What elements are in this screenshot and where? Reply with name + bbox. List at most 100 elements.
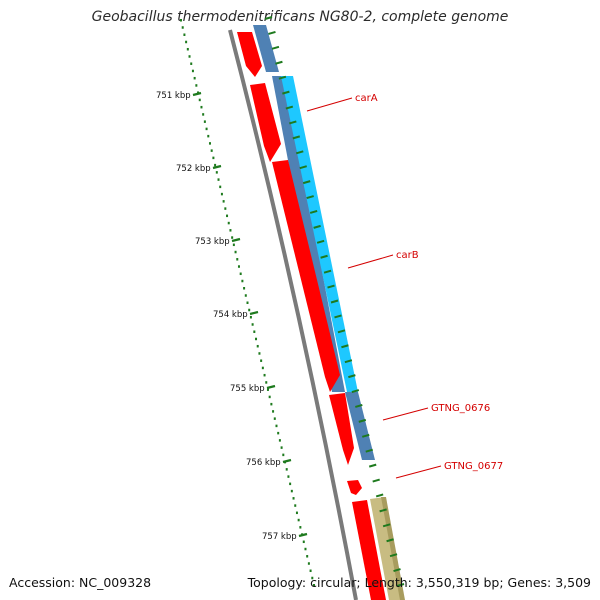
minor-tick xyxy=(237,265,240,268)
minor-tick xyxy=(214,163,217,167)
minor-tick xyxy=(372,478,380,483)
genome-summary-text: Topology: circular; Length: 3,550,319 bp… xyxy=(247,575,591,590)
minor-tick xyxy=(358,418,367,423)
minor-tick xyxy=(275,424,278,428)
cds-forward-next xyxy=(352,500,386,600)
minor-tick xyxy=(200,105,203,109)
minor-tick xyxy=(344,359,353,364)
minor-tick xyxy=(282,90,290,95)
operon-highlight xyxy=(281,76,358,392)
minor-tick xyxy=(222,200,225,203)
minor-tick xyxy=(316,239,325,244)
leader-GTNG-0677 xyxy=(395,465,442,479)
minor-tick xyxy=(289,120,297,125)
minor-tick xyxy=(268,395,271,399)
minor-tick xyxy=(258,352,261,355)
minor-tick xyxy=(195,84,198,87)
major-tick xyxy=(282,458,292,464)
minor-tick xyxy=(304,547,307,551)
minor-tick xyxy=(253,330,256,333)
minor-tick xyxy=(299,165,308,170)
minor-ticks-left xyxy=(180,19,315,587)
minor-tick xyxy=(265,381,268,384)
minor-tick xyxy=(379,508,387,513)
minor-tick xyxy=(271,45,280,50)
minor-tick xyxy=(220,192,223,196)
minor-tick xyxy=(313,584,315,587)
minor-tick xyxy=(264,16,273,20)
minor-tick xyxy=(309,210,318,214)
minor-tick xyxy=(355,403,363,408)
minor-tick xyxy=(256,344,259,348)
minor-tick xyxy=(243,287,246,290)
major-tick xyxy=(192,91,202,97)
major-ticks xyxy=(192,91,308,538)
minor-tick xyxy=(183,33,186,36)
minor-tick xyxy=(302,540,305,544)
tick-label-757: 757 kbp xyxy=(262,532,297,542)
major-tick xyxy=(231,237,241,243)
minor-tick xyxy=(272,410,275,413)
minor-tick xyxy=(375,493,384,498)
minor-tick xyxy=(280,446,283,449)
minor-tick xyxy=(277,431,280,435)
gene-label-carB: carB xyxy=(396,250,419,261)
minor-tick xyxy=(239,272,242,276)
major-tick xyxy=(249,310,259,316)
minor-tick xyxy=(282,453,285,457)
minor-tick xyxy=(261,366,264,370)
minor-tick xyxy=(302,180,311,185)
leader-carA xyxy=(306,97,353,112)
map-title: Geobacillus thermodenitrificans NG80-2, … xyxy=(91,9,509,25)
gene-label-GTNG-0677: GTNG_0677 xyxy=(444,461,503,472)
minor-tick xyxy=(290,489,293,493)
tick-label-751: 751 kbp xyxy=(156,91,191,101)
major-tick xyxy=(266,384,276,390)
minor-tick xyxy=(285,468,288,471)
tick-label-753: 753 kbp xyxy=(195,237,230,247)
minor-tick xyxy=(320,254,328,259)
minor-tick xyxy=(205,127,208,131)
minor-tick xyxy=(393,568,401,573)
gene-label-GTNG-0676: GTNG_0676 xyxy=(431,403,490,414)
minor-tick xyxy=(307,562,310,565)
leader-GTNG-0676 xyxy=(382,407,429,421)
minor-tick xyxy=(244,294,247,297)
minor-tick xyxy=(227,221,230,225)
minor-tick xyxy=(181,26,184,29)
minor-tick xyxy=(295,150,304,155)
minor-tick xyxy=(229,229,232,232)
minor-tick xyxy=(203,120,206,123)
minor-tick xyxy=(351,389,360,393)
minor-tick xyxy=(190,62,193,65)
minor-tick xyxy=(251,323,254,326)
minor-tick xyxy=(313,224,321,229)
minor-tick xyxy=(309,569,312,573)
minor-tick xyxy=(212,156,215,160)
minor-tick xyxy=(287,475,290,478)
cds-reverse-1 xyxy=(253,25,279,72)
minor-tick xyxy=(289,482,292,486)
tick-label-754: 754 kbp xyxy=(213,310,248,320)
minor-tick xyxy=(292,135,301,140)
minor-tick xyxy=(185,40,188,44)
minor-tick xyxy=(389,553,398,558)
minor-tick xyxy=(263,373,266,377)
minor-tick xyxy=(295,511,298,515)
cds-forward-GTNG-0676 xyxy=(329,393,354,465)
minor-tick xyxy=(210,149,213,152)
cds-reverse-2 xyxy=(272,76,345,392)
minor-tick xyxy=(207,134,210,138)
minor-tick xyxy=(217,178,220,181)
major-tick xyxy=(298,532,308,538)
minor-tick xyxy=(306,195,314,200)
minor-tick xyxy=(186,47,189,51)
minor-tick xyxy=(278,75,287,80)
minor-tick xyxy=(361,433,370,438)
minor-tick xyxy=(270,402,273,406)
minor-tick xyxy=(208,142,211,145)
minor-tick xyxy=(226,214,229,218)
tick-label-755: 755 kbp xyxy=(230,384,265,394)
minor-tick xyxy=(337,329,346,334)
